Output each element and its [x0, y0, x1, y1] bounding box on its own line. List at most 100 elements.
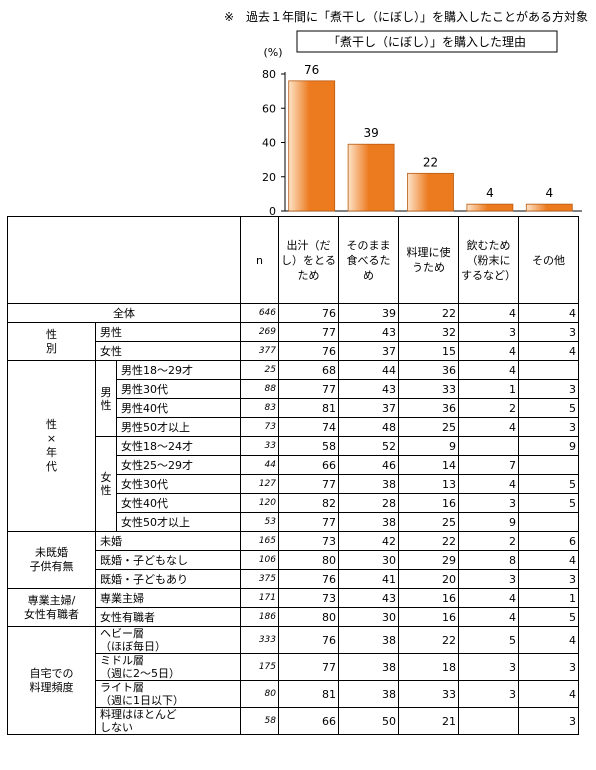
header-col: そのまま 食べるため — [338, 216, 399, 304]
row-value: 38 — [338, 653, 399, 681]
table-row: 全体 646 76 39 22 4 4 — [7, 303, 579, 323]
row-value: 7 — [458, 455, 519, 475]
row-n: 80 — [240, 680, 279, 708]
row-value: 1 — [518, 588, 579, 608]
bar — [347, 143, 395, 212]
table-row: ミドル層 （週に2～5日） 175 77 38 18 3 3 — [8, 653, 579, 681]
header-col: 出汁（だ し）をとる ため — [278, 216, 339, 304]
row-value: 21 — [398, 707, 459, 735]
data-table: n 出汁（だ し）をとる ため そのまま 食べるため料理に使 うため 飲むため （粉末に するなど… — [7, 216, 579, 735]
row-value: 5 — [518, 398, 579, 418]
group-label: 自宅での 料理頻度 — [7, 626, 96, 735]
row-value: 33 — [398, 680, 459, 708]
bar — [525, 203, 573, 212]
row-value: 3 — [458, 680, 519, 708]
bar — [288, 80, 336, 212]
row-label: 既婚・子どもなし — [95, 550, 241, 570]
row-value: 42 — [338, 531, 399, 551]
table-row: 料理はほとんど しない 58 66 50 21 3 — [8, 707, 579, 735]
table-row: 女性50才以上 53 77 38 25 9 — [8, 512, 579, 532]
row-value: 25 — [398, 512, 459, 532]
row-n: 83 — [240, 398, 279, 418]
y-tick-label: 60 — [262, 102, 276, 115]
row-n: 333 — [240, 626, 279, 654]
row-value: 76 — [278, 626, 339, 654]
row-n: 44 — [240, 455, 279, 475]
row-value: 30 — [338, 607, 399, 627]
row-value: 36 — [398, 360, 459, 380]
row-value: 58 — [278, 436, 339, 456]
table-row: 女性40代 120 82 28 16 3 5 — [8, 493, 579, 513]
row-label: 女性 — [95, 341, 241, 361]
row-label: ヘビー層 （ほぼ毎日） — [95, 626, 241, 654]
row-value: 25 — [398, 417, 459, 437]
row-n: 120 — [240, 493, 279, 513]
row-value: 39 — [338, 303, 399, 323]
row-value: 43 — [338, 588, 399, 608]
row-n: 127 — [240, 474, 279, 494]
row-label: 男性 — [95, 322, 241, 342]
row-value: 3 — [518, 653, 579, 681]
row-label: 既婚・子どもあり — [95, 569, 241, 589]
row-label: 未婚 — [95, 531, 241, 551]
row-value: 4 — [518, 550, 579, 570]
row-value: 18 — [398, 653, 459, 681]
bar-value-label: 76 — [304, 63, 319, 77]
row-value: 4 — [458, 607, 519, 627]
table-row: ライト層 （週に1日以下） 80 81 38 33 3 4 — [8, 680, 579, 708]
row-label: 女性40代 — [116, 493, 241, 513]
row-value: 66 — [278, 707, 339, 735]
row-value: 4 — [458, 474, 519, 494]
row-value: 3 — [518, 417, 579, 437]
chart-title: 「煮干し（にぼし）」を購入した理由 — [328, 35, 526, 49]
row-value: 80 — [278, 607, 339, 627]
table-row: 男性50才以上 73 74 48 25 4 3 — [8, 417, 579, 437]
row-n: 58 — [240, 707, 279, 735]
row-value: 76 — [278, 341, 339, 361]
row-value: 38 — [338, 474, 399, 494]
row-value: 4 — [458, 303, 519, 323]
row-value: 2 — [458, 398, 519, 418]
row-value: 3 — [458, 493, 519, 513]
row-n: 269 — [240, 322, 279, 342]
row-value: 46 — [338, 455, 399, 475]
bar-value-label: 4 — [545, 186, 553, 200]
row-value: 37 — [338, 341, 399, 361]
row-label: 男性30代 — [116, 379, 241, 399]
row-value: 4 — [458, 341, 519, 361]
row-value: 13 — [398, 474, 459, 494]
row-value: 3 — [458, 653, 519, 681]
row-value: 2 — [458, 531, 519, 551]
row-label: ライト層 （週に1日以下） — [95, 680, 241, 708]
row-value: 43 — [338, 322, 399, 342]
bar — [407, 172, 454, 212]
row-value: 77 — [278, 512, 339, 532]
row-value: 16 — [398, 588, 459, 608]
row-value: 8 — [458, 550, 519, 570]
table-row: 女性 377 76 37 15 4 4 — [8, 341, 579, 361]
row-value: 36 — [398, 398, 459, 418]
row-value: 6 — [518, 531, 579, 551]
row-label: 料理はほとんど しない — [95, 707, 241, 735]
subgroup-label: 女性 — [95, 436, 117, 532]
row-value: 48 — [338, 417, 399, 437]
row-value: 22 — [398, 303, 459, 323]
row-value: 33 — [398, 379, 459, 399]
row-n: 25 — [240, 360, 279, 380]
row-n: 375 — [240, 569, 279, 589]
chart-title-box: 「煮干し（にぼし）」を購入した理由 — [296, 30, 558, 53]
subgroup-label: 男性 — [95, 360, 117, 437]
bar-value-label: 22 — [423, 155, 438, 169]
row-value: 22 — [398, 626, 459, 654]
row-value: 9 — [458, 512, 519, 532]
table-row: 未既婚 子供有無 未婚 165 73 42 22 2 6 — [7, 531, 579, 589]
row-value: 44 — [338, 360, 399, 380]
row-n: 377 — [240, 341, 279, 361]
y-tick-label: 80 — [262, 68, 276, 81]
row-value: 73 — [278, 531, 339, 551]
row-value: 43 — [338, 379, 399, 399]
row-value: 5 — [518, 474, 579, 494]
row-value — [518, 360, 579, 380]
bar-value-label: 39 — [363, 126, 378, 140]
row-value: 4 — [518, 680, 579, 708]
